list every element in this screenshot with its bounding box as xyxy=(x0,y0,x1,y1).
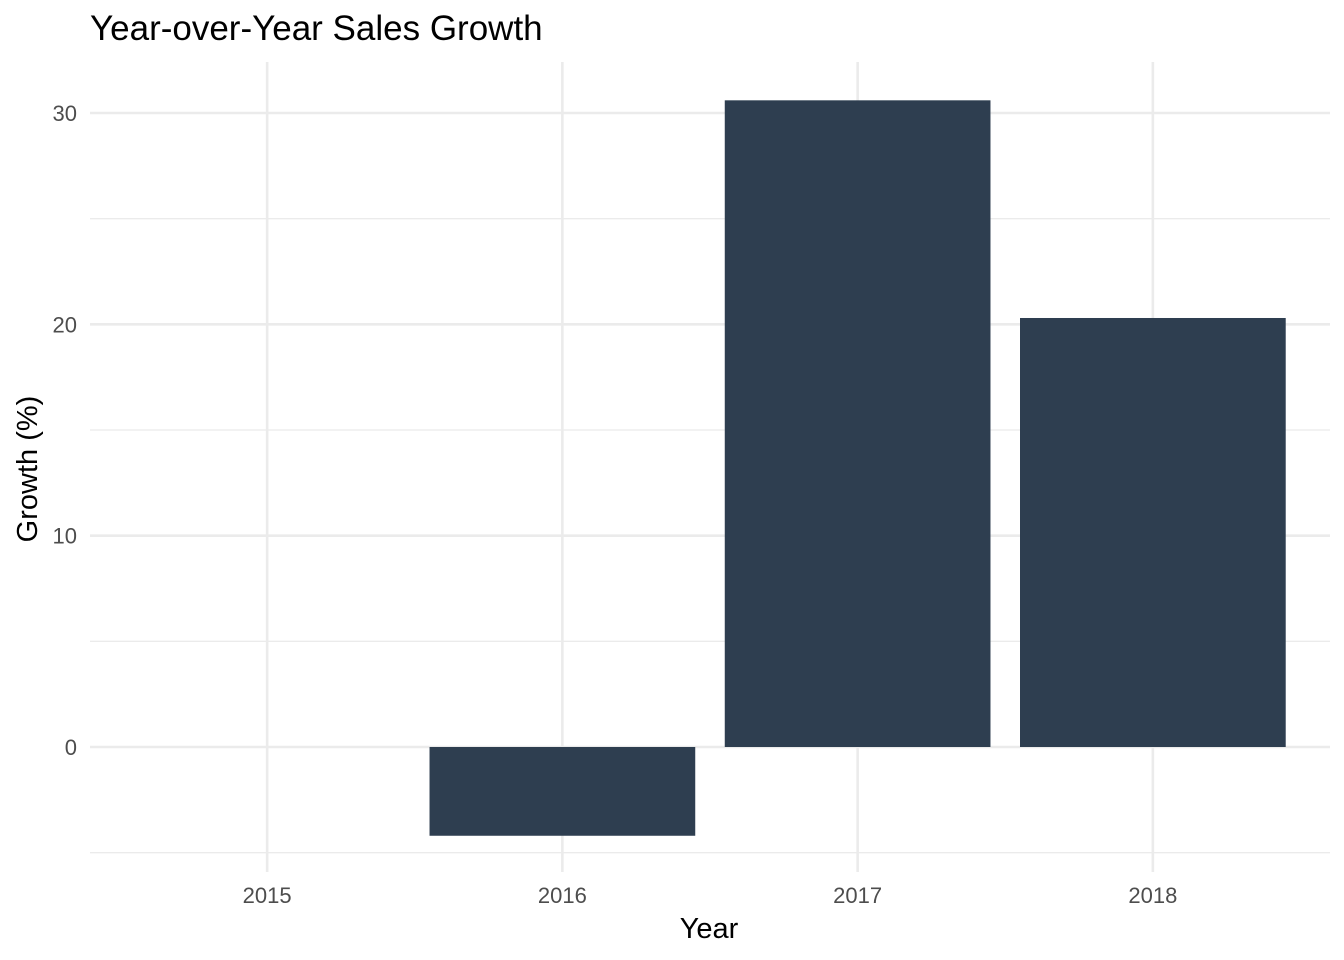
x-axis-title: Year xyxy=(680,913,739,945)
y-tick-label: 10 xyxy=(53,524,77,549)
x-tick-label: 2015 xyxy=(243,883,292,908)
y-tick-label: 20 xyxy=(53,312,77,337)
x-axis-ticks: 2015 2016 2017 2018 xyxy=(243,883,1178,908)
y-tick-label: 0 xyxy=(65,735,77,760)
x-tick-label: 2016 xyxy=(538,883,587,908)
y-axis-title: Growth (%) xyxy=(12,396,44,543)
chart-title: Year-over-Year Sales Growth xyxy=(90,9,543,48)
bar-2018 xyxy=(1020,317,1286,747)
bars xyxy=(429,100,1286,836)
y-tick-label: 30 xyxy=(53,101,77,126)
bar-2017 xyxy=(724,100,991,747)
x-tick-label: 2017 xyxy=(833,883,882,908)
bar-2016 xyxy=(429,747,696,836)
y-axis-ticks: 0 10 20 30 xyxy=(53,101,77,760)
x-tick-label: 2018 xyxy=(1128,883,1177,908)
